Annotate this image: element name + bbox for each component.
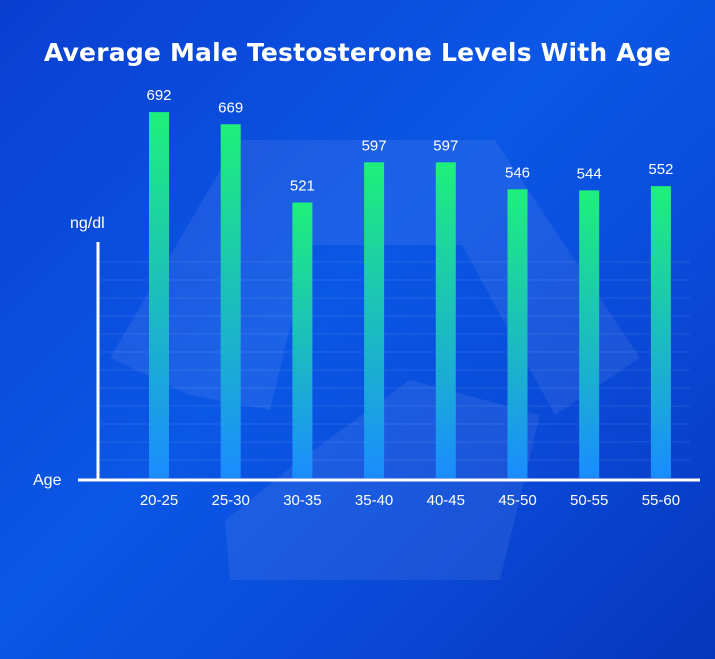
value-label: 669 [218, 99, 243, 116]
chart-title: Average Male Testosterone Levels With Ag… [43, 38, 672, 67]
x-tick-label: 20-25 [140, 492, 178, 509]
bar [435, 162, 456, 478]
x-tick-label: 25-30 [212, 492, 250, 509]
value-label: 692 [146, 87, 171, 104]
bar [220, 124, 241, 479]
bar [292, 202, 313, 479]
value-label: 552 [648, 161, 673, 178]
value-label: 597 [362, 137, 387, 154]
value-label: 521 [290, 178, 315, 195]
x-tick-label: 40-45 [427, 492, 465, 509]
x-tick-label: 35-40 [355, 492, 393, 509]
x-tick-label: 50-55 [570, 492, 608, 509]
bar [507, 189, 528, 479]
value-label: 546 [505, 164, 530, 181]
x-tick-label: 45-50 [498, 492, 536, 509]
y-axis-label: ng/dl [70, 215, 105, 232]
x-tick-label: 55-60 [642, 492, 680, 509]
x-axis-label: Age [33, 472, 62, 489]
bar [650, 186, 671, 478]
x-tick-label: 30-35 [283, 492, 321, 509]
value-label: 544 [577, 165, 602, 182]
bar [149, 112, 169, 478]
bar [364, 162, 385, 478]
bar [579, 190, 600, 479]
value-label: 597 [433, 137, 458, 154]
